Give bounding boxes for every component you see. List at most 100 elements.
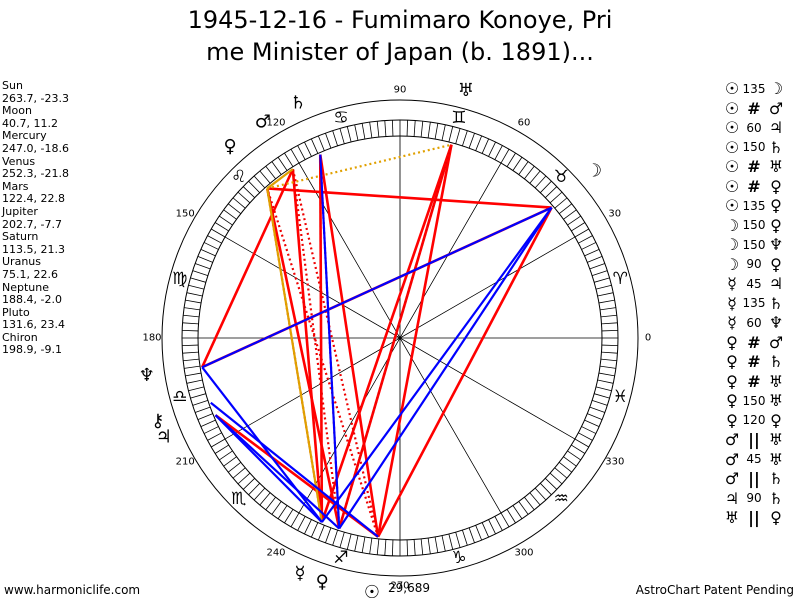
- degree-tick: [406, 120, 409, 137]
- mars-icon: ♂: [724, 449, 740, 469]
- degree-tick: [589, 406, 605, 413]
- degree-tick: [494, 516, 503, 531]
- degree-tick: [248, 483, 260, 496]
- degree-tick: [549, 191, 563, 204]
- degree-tick: [581, 426, 597, 434]
- degree-tick: [384, 539, 387, 556]
- degree-tick: [237, 191, 251, 204]
- uranus-icon: ♅: [768, 157, 784, 177]
- degree-tick: [369, 537, 373, 554]
- degree-tick: [297, 145, 306, 160]
- degree-tick: [475, 135, 483, 151]
- degree-tick: [500, 149, 510, 164]
- aspect-row: ♀ # ♂: [722, 333, 786, 353]
- degree-tick: [195, 406, 211, 413]
- degree-label: 90: [394, 85, 407, 96]
- planet-coords: 247.0, -18.6: [2, 141, 69, 155]
- degree-tick: [434, 536, 439, 553]
- aspect-line-orange: [266, 168, 294, 190]
- planet-coords: 75.1, 22.6: [2, 267, 58, 281]
- degree-tick: [223, 209, 237, 220]
- degree-tick: [290, 149, 300, 164]
- degree-tick: [185, 299, 202, 304]
- degree-tick: [545, 186, 558, 198]
- aspect-line-blue: [319, 154, 341, 529]
- taurus-icon: ♉: [554, 167, 569, 187]
- aspect-angle: 150: [742, 237, 766, 252]
- degree-tick: [237, 472, 251, 485]
- neptune-icon: ♆: [139, 365, 155, 386]
- degree-label: 30: [608, 209, 621, 220]
- aquarius-icon: ♒: [554, 489, 569, 509]
- aspect-line-red: [318, 154, 380, 537]
- degree-tick: [259, 492, 271, 506]
- pisces-icon: ♓: [613, 387, 628, 407]
- degree-tick: [468, 527, 475, 543]
- degree-tick: [434, 123, 439, 140]
- degree-tick: [558, 203, 573, 214]
- aspect-row: ☽ 90 ♀: [722, 255, 786, 275]
- aspect-angle: 45: [746, 276, 762, 291]
- degree-tick: [413, 539, 416, 556]
- aspect-angle: 150: [742, 393, 766, 408]
- aspect-angle: 60: [746, 120, 762, 135]
- planet-coords: 40.7, 11.2: [2, 116, 58, 130]
- degree-tick: [304, 141, 312, 157]
- degree-tick: [420, 121, 424, 138]
- degree-tick: [214, 222, 229, 232]
- degree-tick: [310, 522, 319, 538]
- venus-icon: ♀: [726, 352, 738, 372]
- planet-coords: 263.7, -23.3: [2, 91, 69, 105]
- cancer-icon: ♋: [333, 108, 348, 128]
- degree-tick: [488, 519, 496, 535]
- moon-icon: ☽: [768, 79, 784, 99]
- degree-tick: [284, 509, 294, 524]
- degree-tick: [512, 505, 523, 519]
- aspect-line-dotted: [266, 188, 380, 538]
- degree-tick: [325, 527, 332, 543]
- degree-tick: [601, 329, 618, 332]
- aspect-row: ♀ # ♄: [722, 352, 786, 372]
- degree-tick: [601, 322, 618, 325]
- planet-name: Mars: [2, 179, 29, 193]
- degree-tick: [518, 501, 529, 515]
- aspect-angle: 120: [742, 413, 766, 428]
- degree-tick: [601, 351, 618, 354]
- degree-tick: [587, 255, 603, 263]
- degree-tick: [211, 228, 226, 238]
- degree-tick: [354, 535, 359, 552]
- degree-tick: [297, 516, 306, 531]
- aspect-row: ♀ 150 ♅: [722, 391, 786, 411]
- degree-tick: [598, 372, 615, 377]
- website-link[interactable]: www.harmoniclife.com: [4, 583, 141, 597]
- sun-icon: ☉: [724, 137, 740, 157]
- degree-tick: [182, 344, 199, 347]
- degree-tick: [598, 299, 615, 304]
- degree-tick: [529, 492, 541, 506]
- planet-coords: 122.4, 22.8: [2, 192, 65, 206]
- degree-label: 120: [266, 118, 285, 129]
- degree-tick: [361, 123, 366, 140]
- aspect-row: ♀ 120 ♀: [722, 411, 786, 431]
- degree-tick: [242, 186, 255, 198]
- mars-icon: ♂: [724, 430, 740, 450]
- aspect-line-red: [320, 144, 453, 523]
- degree-tick: [304, 519, 312, 535]
- degree-tick: [571, 444, 586, 454]
- aspect-row: ♂ 45 ♅: [722, 450, 786, 470]
- degree-tick: [346, 533, 352, 550]
- planet-positions-list: Sun 263.7, -23.3 Moon 40.7, 11.2 Mercury…: [2, 79, 69, 357]
- moon-icon: ☽: [724, 215, 740, 235]
- venus-icon: ♀: [770, 176, 782, 196]
- degree-label: 330: [605, 457, 624, 468]
- aspect-row: ☉ 60 ♃: [722, 118, 786, 138]
- degree-tick: [481, 138, 490, 154]
- aspect-row: ☿ 45 ♃: [722, 274, 786, 294]
- degree-tick: [512, 157, 523, 171]
- degree-tick: [549, 472, 563, 485]
- degree-label: 150: [176, 209, 195, 220]
- degree-tick: [448, 533, 454, 550]
- saturn-icon: ♄: [768, 352, 784, 372]
- degree-tick: [354, 124, 359, 141]
- degree-tick: [188, 284, 205, 290]
